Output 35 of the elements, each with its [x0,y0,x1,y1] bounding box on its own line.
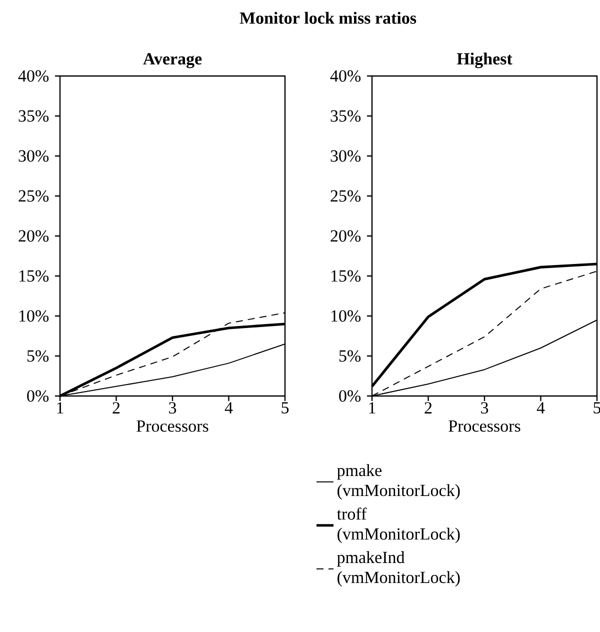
y-tick-label: 0% [339,390,361,402]
x-tick-label: 3 [481,402,488,414]
x-tick-label: 1 [57,402,64,414]
y-tick-label: 10% [331,310,361,322]
x-tick-label: 5 [282,402,289,414]
x-tick-label: 2 [424,402,432,414]
y-tick-label: 25% [330,190,361,202]
legend-label: pmakeInd (vmMonitorLock) [337,551,460,587]
y-tick-label: 5% [339,350,361,362]
y-tick-label: 20% [18,230,49,242]
x-tick-label: 4 [536,402,545,414]
y-tick-label: 20% [330,230,361,242]
x-axis-title: Processors [448,420,520,432]
legend-label: troff (vmMonitorLock) [336,508,460,544]
chart-subtitle: Highest [456,52,512,68]
x-tick-label: 3 [169,402,176,414]
y-tick-label: 40% [330,70,361,82]
y-tick-label: 30% [18,150,49,162]
x-tick-label: 1 [369,402,376,414]
y-tick-label: 35% [18,110,49,122]
y-tick-label: 0% [27,390,49,402]
y-tick-label: 25% [18,190,49,202]
x-tick-label: 4 [224,402,233,414]
x-tick-label: 2 [112,402,120,414]
text: Monitor lock miss ratios [240,12,416,24]
y-tick-label: 30% [330,150,361,162]
y-tick-label: 15% [19,270,49,282]
y-tick-label: 15% [331,270,361,282]
y-tick-label: 35% [330,110,361,122]
y-tick-label: 5% [27,350,49,362]
legend-label: pmake (vmMonitorLock) [337,464,460,500]
x-axis-title: Processors [136,420,208,432]
y-tick-label: 40% [18,70,49,82]
chart-subtitle: Average [143,53,202,68]
y-tick-label: 10% [19,310,49,322]
